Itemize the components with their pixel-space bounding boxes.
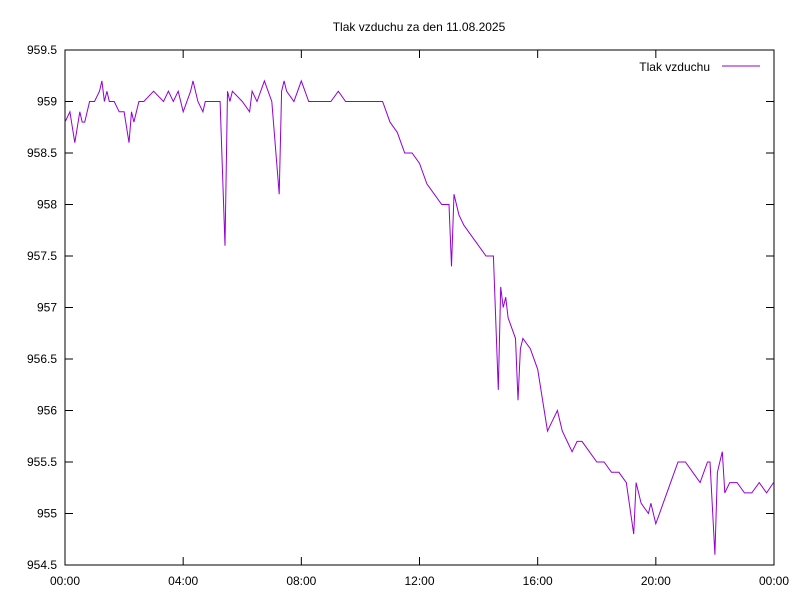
x-tick-label: 00:00	[759, 574, 789, 588]
y-tick-label: 954.5	[27, 558, 57, 572]
x-axis: 00:00 04:00 08:00 12:00 16:00 20:00 00:00	[50, 50, 789, 588]
y-tick-label: 955.5	[27, 455, 57, 469]
y-tick-label: 955	[37, 507, 57, 521]
y-tick-label: 957	[37, 301, 57, 315]
chart-title: Tlak vzduchu za den 11.08.2025	[333, 20, 506, 34]
legend: Tlak vzduchu	[639, 60, 760, 74]
y-tick-label: 957.5	[27, 249, 57, 263]
series-line-tlak-vzduchu	[64, 79, 774, 555]
y-axis: 954.5 955 955.5 956 956.5 957 957.5 958 958.5 959…	[27, 43, 774, 572]
x-tick-label: 16:00	[523, 574, 553, 588]
y-tick-label: 959	[37, 95, 57, 109]
x-tick-label: 04:00	[168, 574, 198, 588]
y-tick-label: 956.5	[27, 352, 57, 366]
y-tick-label: 958.5	[27, 146, 57, 160]
series-layer	[64, 79, 774, 555]
legend-label: Tlak vzduchu	[639, 60, 710, 74]
x-tick-label: 20:00	[641, 574, 671, 588]
y-tick-label: 959.5	[27, 43, 57, 57]
y-tick-label: 958	[37, 198, 57, 212]
y-tick-label: 956	[37, 404, 57, 418]
x-tick-label: 08:00	[286, 574, 316, 588]
x-tick-label: 12:00	[404, 574, 434, 588]
x-tick-label: 00:00	[50, 574, 80, 588]
